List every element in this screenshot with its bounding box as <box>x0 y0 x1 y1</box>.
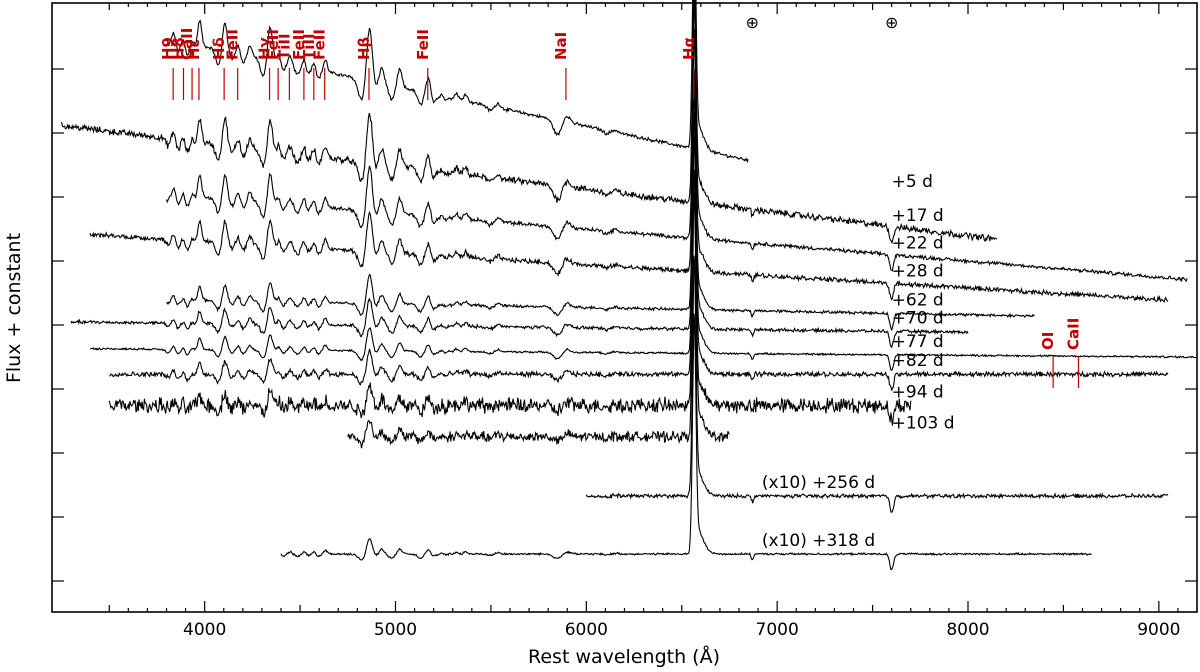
line-id-label: CaII <box>178 28 196 60</box>
spectrum-line <box>166 0 749 164</box>
epoch-label: +62 d <box>892 291 944 311</box>
spectrum-line <box>109 135 1169 391</box>
line-id-label: NaI <box>552 32 570 60</box>
epoch-label: +77 d <box>892 332 944 352</box>
line-id-label: Hα <box>680 37 698 60</box>
telluric-markers: ⊕ ⊕ <box>746 13 899 32</box>
x-tick-label: 9000 <box>1137 620 1180 640</box>
line-id-label: CaII <box>1065 318 1083 350</box>
epoch-label: +5 d <box>892 172 933 192</box>
y-axis-title: Flux + constant <box>3 233 25 383</box>
line-id-label: FeII <box>311 29 329 60</box>
line-id-label: Hβ <box>355 36 373 60</box>
line-id-label: H8 <box>170 37 188 60</box>
line-id-label: Hε <box>185 39 203 60</box>
line-id-label: FeII <box>224 29 242 60</box>
epoch-label: (x10) +256 d <box>762 473 875 493</box>
epoch-label: +70 d <box>892 309 944 329</box>
spectrum-line <box>585 255 1169 514</box>
line-id-label: TiII <box>275 33 293 60</box>
y-axis-ticks <box>52 68 1197 582</box>
epoch-label: (x10) +318 d <box>762 531 875 551</box>
spectrum-line <box>60 0 998 245</box>
epoch-label: +28 d <box>892 262 944 282</box>
epoch-label: +17 d <box>892 206 944 226</box>
x-tick-label: 5000 <box>374 620 417 640</box>
epoch-label: +103 d <box>892 414 955 434</box>
line-id-label: Hγ <box>256 37 274 60</box>
x-tick-label: 8000 <box>946 620 989 640</box>
spectrum-line <box>347 192 730 449</box>
epoch-label: +22 d <box>892 234 944 254</box>
spectrum-line <box>166 69 1035 332</box>
spectrum-line <box>108 169 912 426</box>
x-axis-title: Rest wavelength (Å) <box>528 645 720 668</box>
x-tick-label: 6000 <box>565 620 608 640</box>
line-id-label: FeII <box>290 29 308 60</box>
spectrum-line <box>70 89 969 349</box>
epoch-label: +94 d <box>892 382 944 402</box>
line-id-label: OI <box>1039 332 1057 350</box>
line-id-label: Hδ <box>210 37 228 60</box>
spectrum-line <box>165 0 1188 283</box>
spectrum-line <box>280 313 1092 571</box>
epoch-label: +82 d <box>892 351 944 371</box>
telluric-symbol: ⊕ <box>885 13 898 32</box>
line-id-label: FeII <box>264 29 282 60</box>
x-tick-label: 7000 <box>756 620 799 640</box>
line-id-label: TiII <box>300 33 318 60</box>
epoch-labels: +5 d +17 d +22 d +28 d +62 d+70 d +77 d+82 d +… <box>762 172 955 551</box>
spectra-series <box>60 0 1198 571</box>
x-tick-label: 4000 <box>183 620 226 640</box>
telluric-symbol: ⊕ <box>746 13 759 32</box>
line-id-label: FeII <box>414 29 432 60</box>
x-axis: 4000 5000 6000 7000 8000 9000 <box>108 3 1180 640</box>
spectrum-line <box>89 111 1198 372</box>
spectrum-line <box>89 28 1169 303</box>
line-id-label: H9 <box>159 37 177 60</box>
